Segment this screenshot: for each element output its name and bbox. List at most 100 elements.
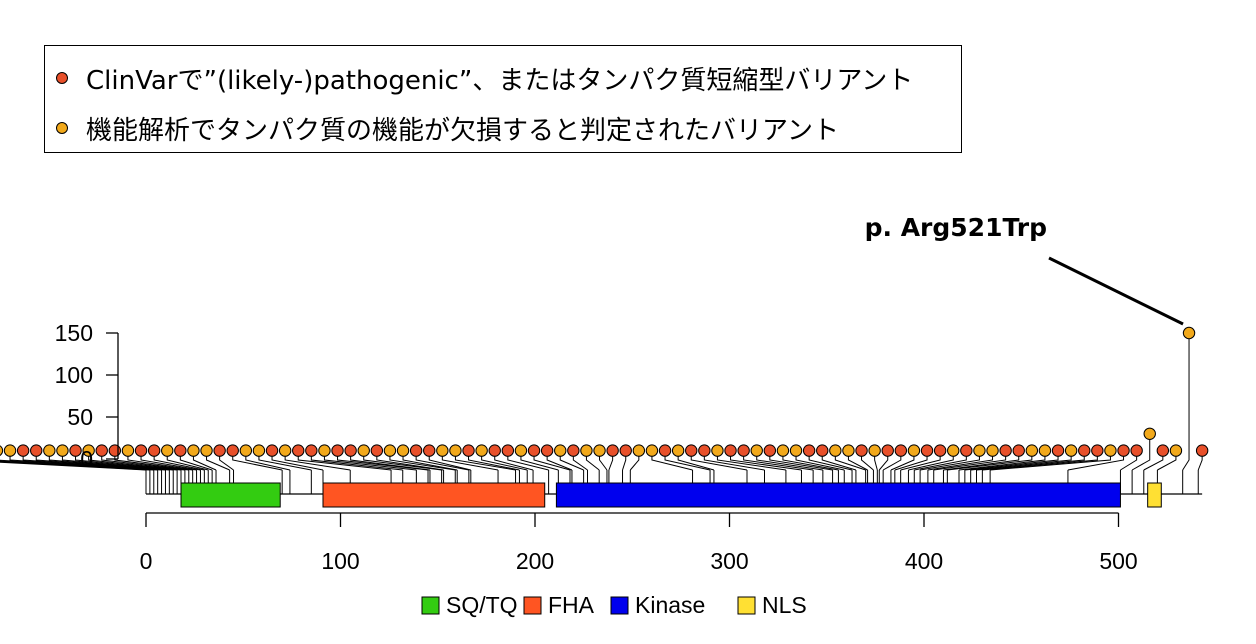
lollipop-head [396,444,410,457]
lollipop-head [56,444,69,457]
lollipop-head [671,444,685,457]
lollipop-head [3,444,17,457]
lollipop-head [1130,444,1143,457]
lollipop-head [1064,444,1078,457]
x-tick-label: 400 [905,548,943,574]
lollipop-head [776,444,790,457]
x-tick-label: 300 [710,548,748,574]
lollipop-head [213,444,226,457]
lollipop-head [881,444,894,457]
lollipop-connector [1182,333,1190,471]
lollipop-head [868,444,881,457]
lollipop-head [292,444,305,457]
annotation-label: p. Arg521Trp [865,213,1047,242]
lollipop-head [1038,444,1052,457]
lollipop-head [606,444,619,457]
y-tick-label: 150 [55,320,93,346]
lollipop-head [344,444,357,457]
lollipop-connector [520,450,559,471]
lollipop-head [960,444,973,457]
lollipop-head [1182,326,1196,340]
lollipop-head [475,444,488,457]
lollipop-head [147,444,161,457]
domain-legend-label-nls: NLS [762,592,807,618]
lollipop-head [488,444,501,457]
lollipop-head [763,444,777,457]
domain-kinase [555,482,1121,508]
domain-legend-swatch-kinase [610,596,629,615]
lollipop-head [527,444,541,457]
lollipop-head [200,444,213,457]
legend-dot-functional-loss [56,122,68,134]
lollipop-head [174,444,187,457]
lollipop-head [1143,427,1156,440]
lollipop-head [685,444,698,457]
lollipop-head [567,444,580,457]
lollipop-head [16,444,30,457]
lollipop-head [383,444,397,457]
lollipop-head [947,444,960,457]
lollipop-head [973,444,986,457]
lollipop-head [514,444,528,457]
domain-legend-label-sq-tq: SQ/TQ [446,592,518,618]
lollipop-head [920,444,934,457]
lollipop-head [187,444,200,457]
lollipop-head [1025,444,1039,457]
lollipop-head [829,444,842,457]
lollipop-connector [1131,433,1151,471]
x-tick-label: 100 [321,548,359,574]
lollipop-head [933,444,947,457]
lollipop-head [134,444,148,457]
lollipop-head [462,444,475,457]
lollipop-head [265,444,279,457]
domain-legend-swatch-fha [523,596,542,615]
lollipop-head [318,444,331,457]
lollipop-head [999,444,1012,457]
lollipop-head [1117,444,1130,457]
lollipop-head [305,444,318,457]
x-tick-label: 200 [516,548,554,574]
lollipop-head [737,444,750,457]
lollipop-head [658,444,672,457]
lollipop-head [278,444,292,457]
lollipop-head [724,444,737,457]
lollipop-head [436,444,449,457]
lollipop-head [750,444,763,457]
variant-legend: ClinVarで”(likely-)pathogenic”、またはタンパク質短縮… [44,45,962,153]
lollipop-head [121,444,135,457]
lollipop-head [540,444,554,457]
domain-legend-label-fha: FHA [548,592,595,618]
domain-legend-label-kinase: Kinase [635,592,705,618]
lollipop-head [501,444,515,457]
lollipop-head [1156,444,1170,457]
lollipop-head [370,444,384,457]
lollipop-head [632,444,646,457]
y-tick-label: 50 [67,404,93,430]
y-tick-label: 0 [80,446,93,472]
domain-sq-tq [180,482,281,508]
legend-item-pathogenic: ClinVarで”(likely-)pathogenic”、またはタンパク質短縮… [45,58,913,98]
legend-label-functional-loss: 機能解析でタンパク質の機能が欠損すると判定されたバリアント [86,115,839,146]
lollipop-head [30,444,43,457]
lollipop-head [619,444,632,457]
lollipop-head [69,444,82,457]
x-tick-label: 0 [140,548,153,574]
lollipop-head [580,444,593,457]
legend-label-pathogenic: ClinVarで”(likely-)pathogenic”、またはタンパク質短縮… [86,65,914,96]
lollipop-head [698,444,711,457]
domain-legend-swatch-nls [737,596,756,615]
lollipop-head [894,444,908,457]
lollipop-head [554,444,567,457]
domain-legend-swatch-sq-tq [421,596,440,615]
lollipop-head [1051,444,1065,457]
lollipop-head [1104,444,1117,457]
lollipop-head [711,444,724,457]
lollipop-head [0,445,4,456]
lollipop-head [802,444,816,457]
legend-item-functional-loss: 機能解析でタンパク質の機能が欠損すると判定されたバリアント [45,108,839,148]
lollipop-head [1195,444,1209,457]
lollipop-head [855,444,868,457]
lollipop-head [789,444,803,457]
lollipop-head [816,444,829,457]
